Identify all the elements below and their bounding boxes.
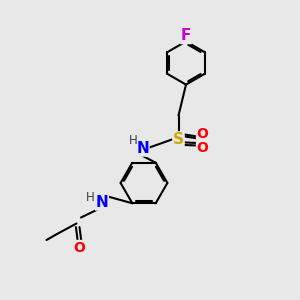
Text: N: N xyxy=(96,195,108,210)
Text: O: O xyxy=(74,241,86,254)
Text: O: O xyxy=(196,142,208,155)
Text: H: H xyxy=(86,190,95,204)
Text: N: N xyxy=(136,141,149,156)
Text: H: H xyxy=(128,134,137,148)
Text: O: O xyxy=(196,127,208,140)
Text: S: S xyxy=(173,132,184,147)
Text: CH₃: CH₃ xyxy=(53,238,55,239)
Text: F: F xyxy=(181,28,191,44)
